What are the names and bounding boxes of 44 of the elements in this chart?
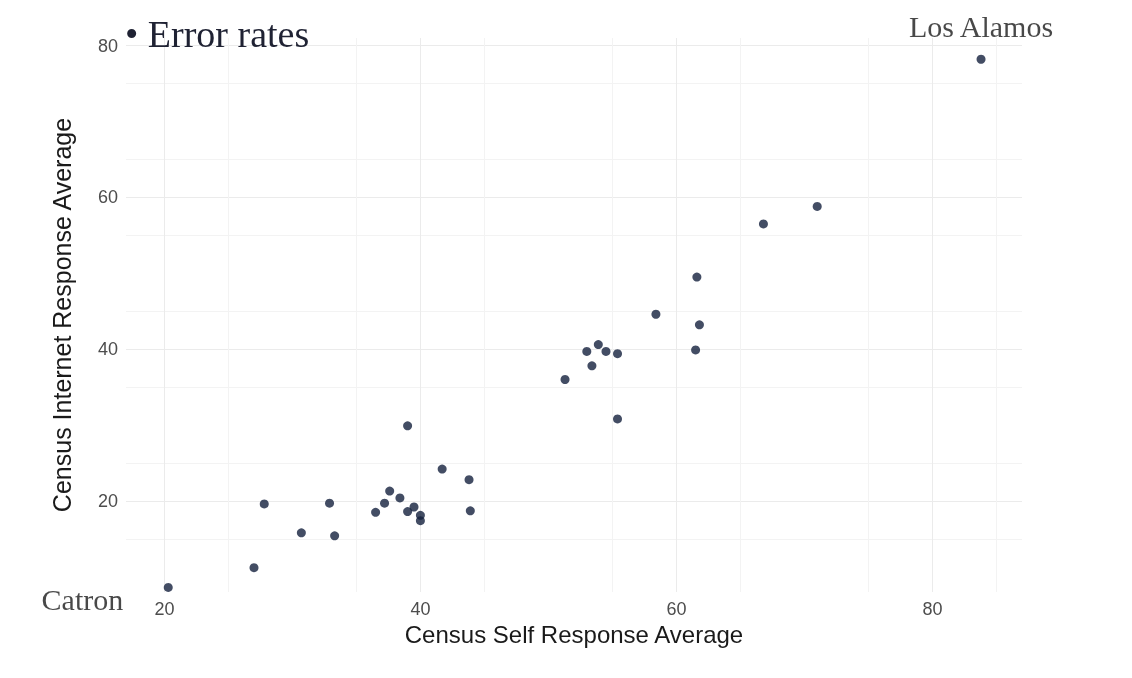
point (395, 493, 405, 503)
point (259, 499, 269, 509)
y-tick-label: 80 (97, 35, 118, 56)
point (371, 507, 381, 517)
point (613, 349, 623, 359)
point (437, 464, 447, 474)
y-tick-label: 60 (97, 187, 118, 208)
chart-title: • Error rates (125, 13, 310, 55)
point (976, 54, 986, 64)
point (812, 201, 822, 211)
point (409, 502, 419, 512)
x-tick-label: 60 (666, 599, 687, 619)
point (330, 531, 340, 541)
point (694, 320, 704, 330)
point (465, 506, 475, 516)
point (691, 345, 701, 355)
point (403, 421, 413, 431)
point (163, 582, 173, 592)
annotation: Catron (41, 582, 124, 616)
point (613, 414, 623, 424)
annotation: Los Alamos (908, 9, 1054, 43)
point (385, 486, 395, 496)
point (587, 361, 597, 371)
x-tick-label: 20 (154, 599, 175, 619)
point (325, 498, 335, 508)
point (601, 346, 611, 356)
x-tick-label: 80 (922, 599, 943, 619)
point (593, 340, 603, 350)
point (403, 507, 413, 517)
x-tick-label: 40 (410, 599, 431, 619)
point (296, 528, 306, 538)
x-axis-title: Census Self Response Average (404, 621, 744, 649)
y-tick-label: 20 (97, 490, 118, 511)
point (758, 219, 768, 229)
point (249, 563, 259, 573)
point (415, 516, 425, 526)
point (560, 375, 570, 384)
point (582, 346, 592, 356)
point (651, 309, 661, 319)
point (380, 498, 390, 508)
point (464, 475, 474, 485)
y-axis-title: Census Internet Response Average (47, 117, 76, 513)
y-tick-label: 40 (97, 339, 118, 360)
point (692, 272, 702, 282)
